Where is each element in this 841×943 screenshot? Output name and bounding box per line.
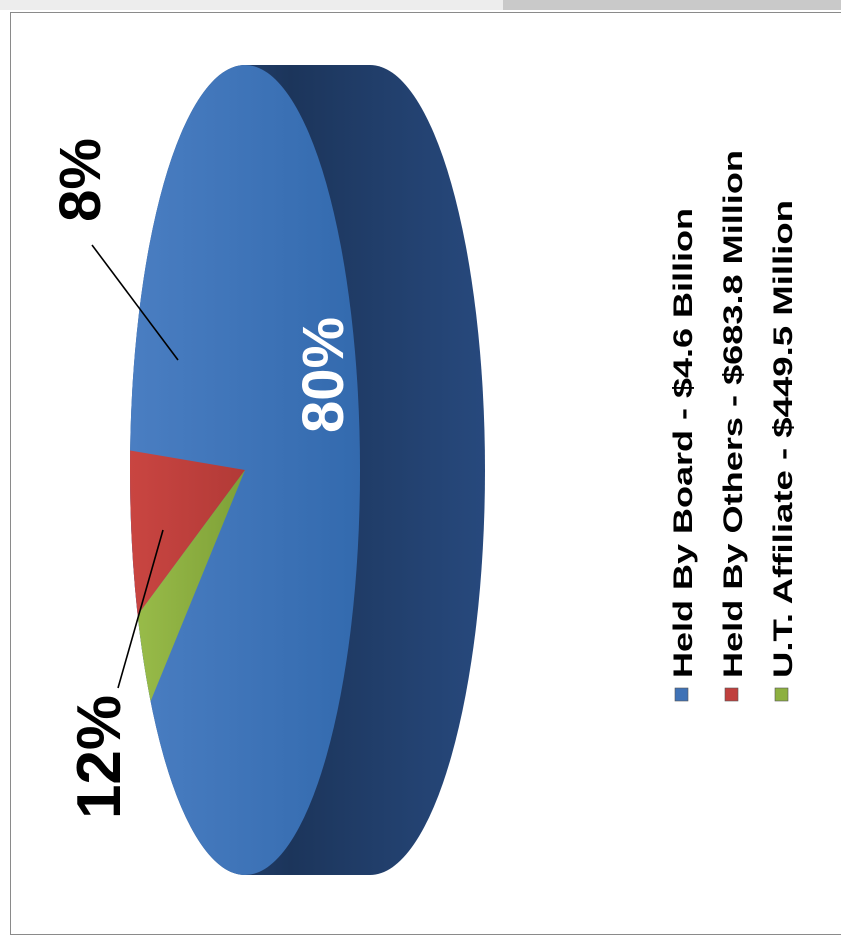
leader-line-ut-affiliate xyxy=(91,244,179,361)
legend-item-held-by-board-swatch xyxy=(674,687,689,702)
chart-frame xyxy=(10,12,841,935)
legend-item-held-by-others-label: Held By Others - $683.8 Million xyxy=(718,150,748,678)
top-strip-accent xyxy=(503,0,841,10)
legend-item-ut-affiliate-label: U.T. Affiliate - $449.5 Million xyxy=(768,200,798,678)
top-strip xyxy=(0,0,841,10)
legend-item-held-by-others-swatch xyxy=(724,687,739,702)
legend: Held By Board - $4.6 Billion Held By Othe… xyxy=(668,150,798,702)
slice-held-by-others xyxy=(130,450,245,616)
legend-item-held-by-board-label: Held By Board - $4.6 Billion xyxy=(668,208,698,678)
label-pct-held-by-board: 80% xyxy=(291,317,356,433)
leader-line-held-by-others xyxy=(117,529,164,689)
label-pct-held-by-others: 12% xyxy=(65,695,134,819)
pie-group xyxy=(130,65,485,875)
legend-item-ut-affiliate-swatch xyxy=(774,687,789,702)
label-pct-ut-affiliate: 8% xyxy=(48,138,113,222)
slice-ut-affiliate xyxy=(137,470,245,702)
label-group: 80% 12% 8% xyxy=(48,138,356,819)
